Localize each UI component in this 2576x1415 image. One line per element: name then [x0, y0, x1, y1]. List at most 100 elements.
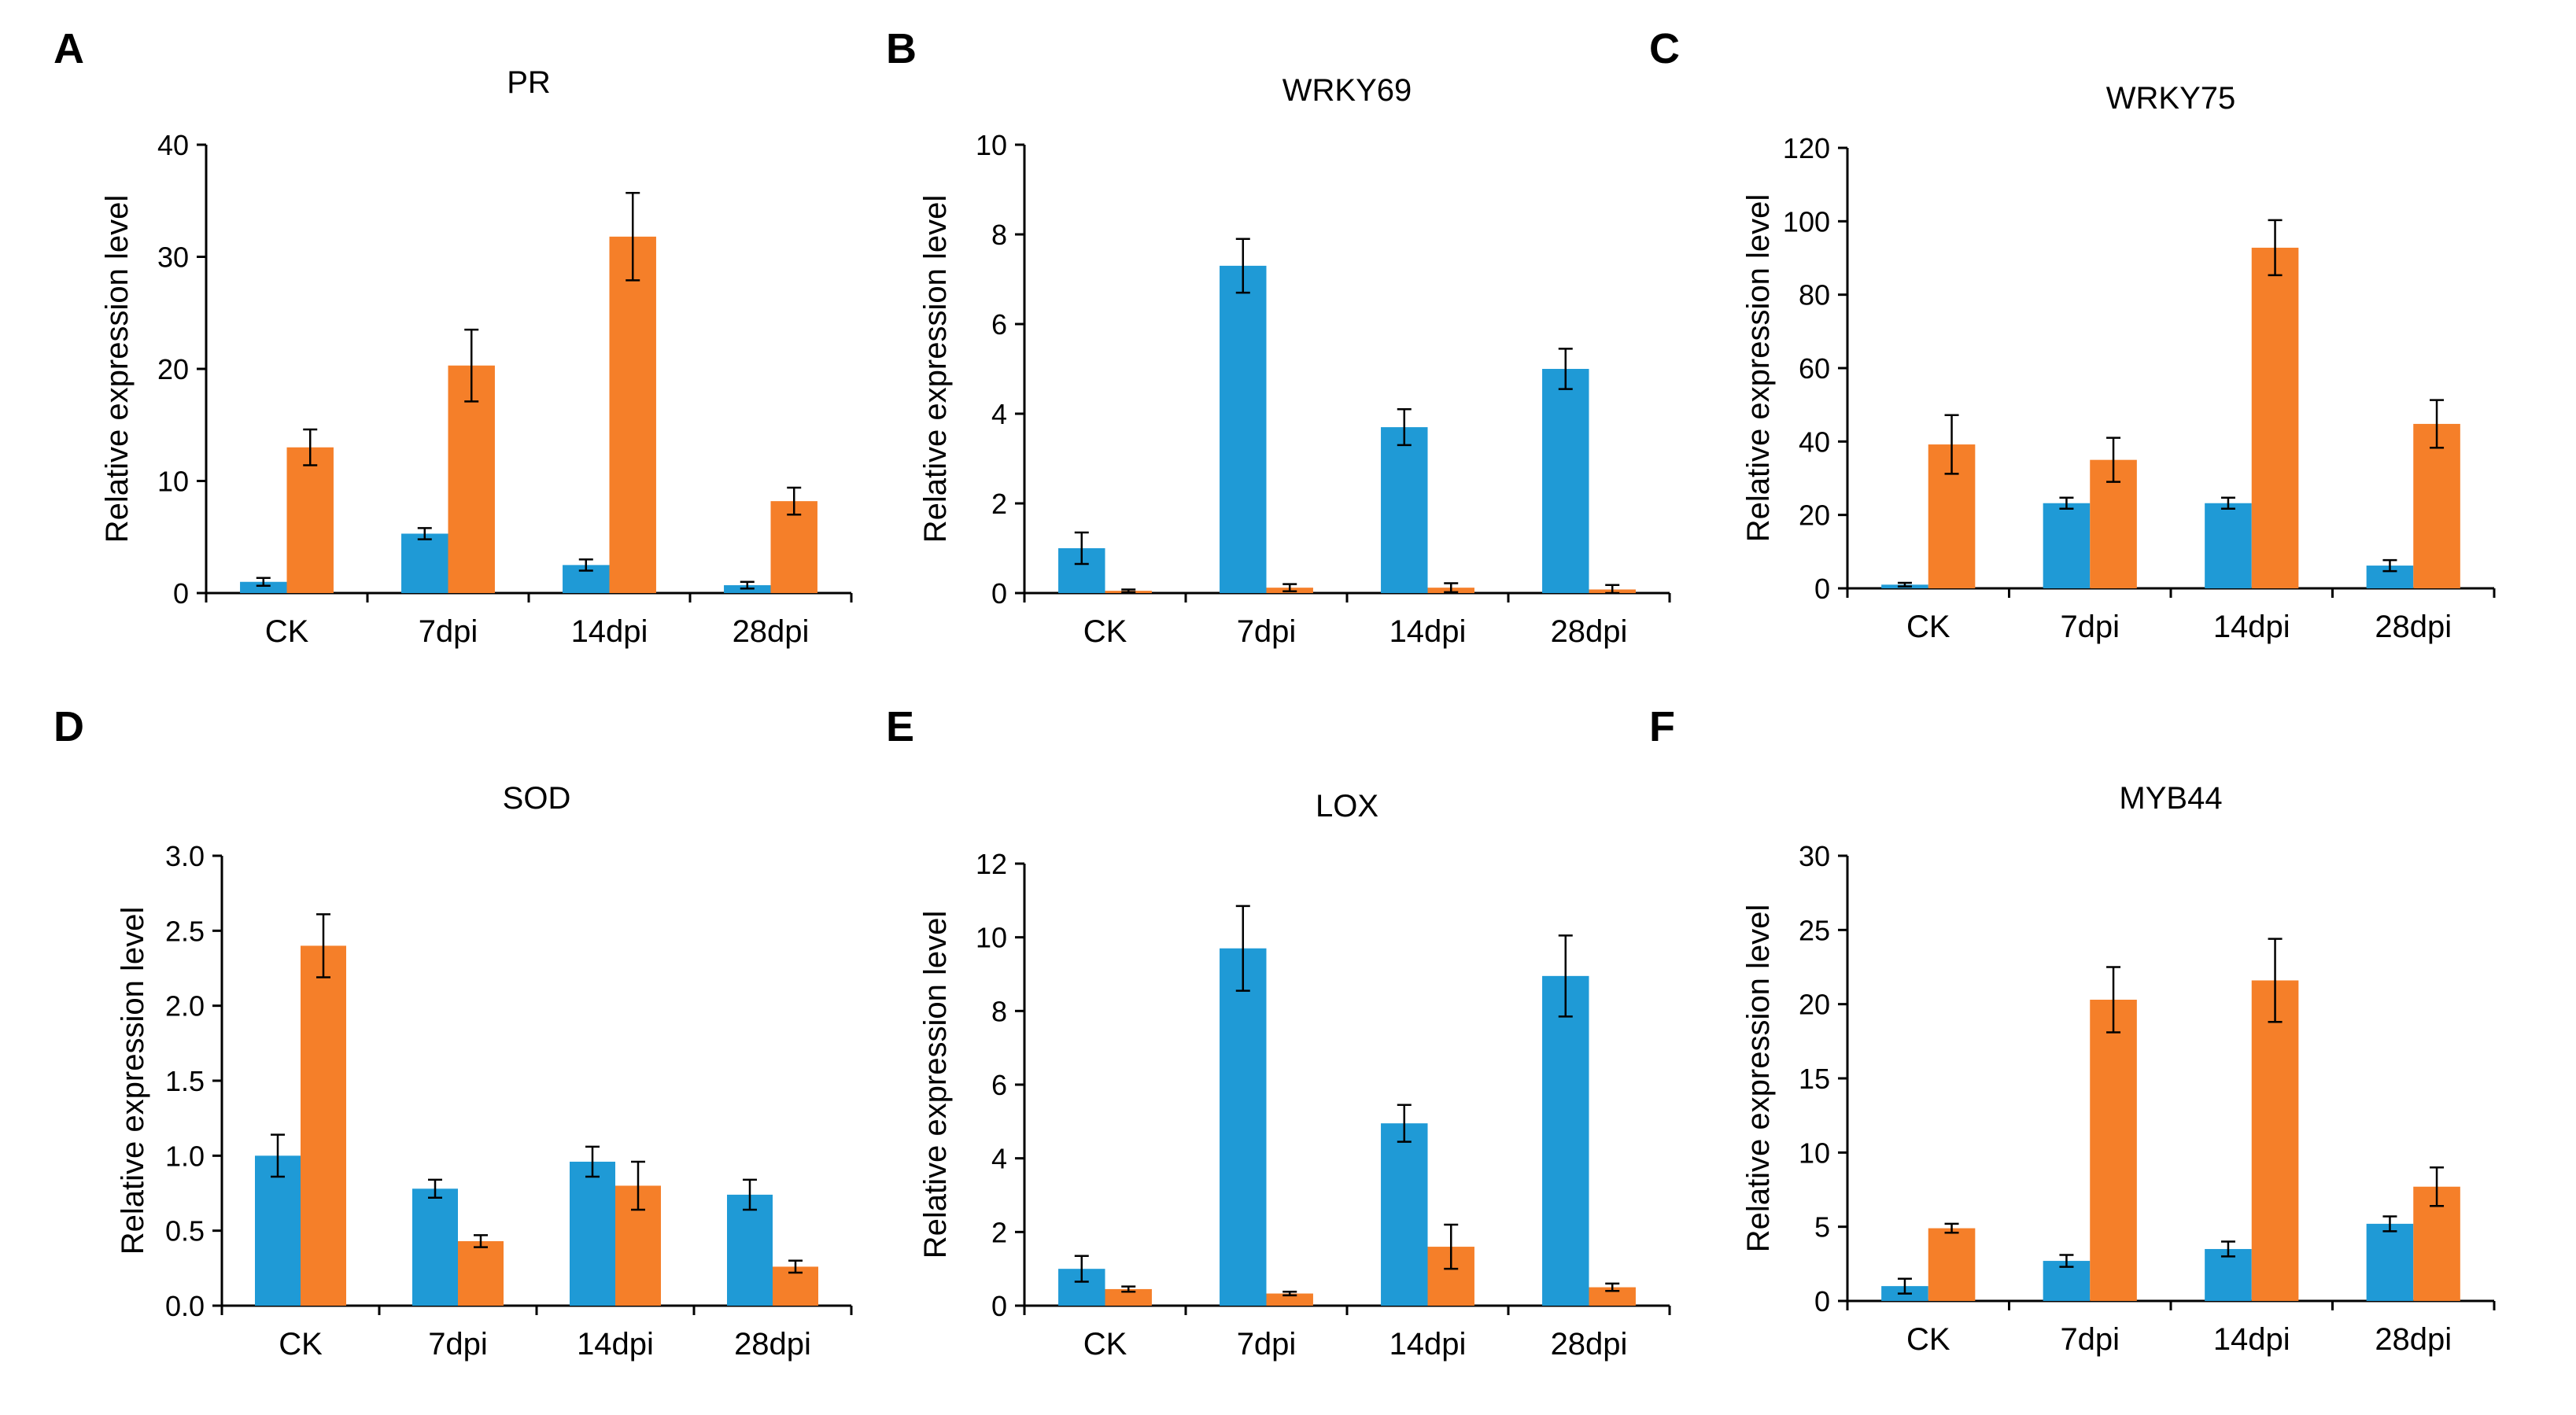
- y-tick-label: 4: [991, 398, 1007, 430]
- y-tick-label: 25: [1799, 914, 1830, 946]
- y-tick-label: 0: [1814, 573, 1830, 605]
- x-category-label: 7dpi: [2060, 610, 2120, 644]
- bar-series-2: [770, 501, 817, 593]
- bar-series-1: [1381, 1123, 1428, 1306]
- x-category-label: 14dpi: [1389, 1327, 1467, 1362]
- bar-series-2: [1105, 1288, 1152, 1306]
- y-tick-label: 120: [1783, 132, 1830, 164]
- panel-letter: E: [886, 703, 914, 750]
- x-category-label: 7dpi: [428, 1327, 488, 1362]
- y-tick-label: 0.0: [165, 1290, 205, 1322]
- y-tick-label: 4: [991, 1143, 1007, 1175]
- x-category-label: CK: [1906, 1322, 1950, 1357]
- y-tick-label: 2.0: [165, 990, 205, 1023]
- y-tick-label: 0.5: [165, 1215, 205, 1247]
- y-tick-label: 30: [1799, 840, 1830, 872]
- x-category-label: 7dpi: [419, 614, 478, 649]
- y-tick-label: 10: [976, 922, 1007, 954]
- y-tick-label: 10: [976, 129, 1007, 161]
- chart-title: MYB44: [2119, 781, 2222, 816]
- bar-series-2: [1266, 1293, 1313, 1306]
- x-category-label: 28dpi: [2375, 1322, 2452, 1357]
- y-tick-label: 8: [991, 219, 1007, 251]
- y-tick-label: 8: [991, 995, 1007, 1027]
- panel-letter: C: [1649, 25, 1680, 72]
- chart-panel-b: B WRKY69 0 2 4 6 8 10 Relative expression level C…: [886, 25, 1671, 649]
- x-category-label: 28dpi: [1551, 614, 1628, 649]
- y-tick-label: 5: [1814, 1211, 1830, 1244]
- x-category-label: CK: [1083, 1327, 1127, 1362]
- panel-letter: B: [886, 25, 917, 72]
- chart-panel-a: A PR 0 10 20 30 40 Relative expression level CK 7…: [54, 25, 853, 649]
- bar-series-1: [1542, 975, 1589, 1306]
- bar-series-2: [609, 236, 656, 593]
- y-tick-label: 100: [1783, 205, 1830, 238]
- x-category-label: CK: [265, 614, 309, 649]
- x-category-label: 14dpi: [2213, 610, 2290, 644]
- chart-title: WRKY69: [1282, 73, 1412, 108]
- y-tick-label: 20: [157, 353, 189, 385]
- y-tick-label: 40: [1799, 426, 1830, 458]
- bar-series-1: [2366, 1223, 2414, 1301]
- y-tick-label: 12: [976, 848, 1007, 880]
- chart-panel-e: E LOX 0 2 4 6 8 10 12 Relative expression level CK…: [886, 703, 1671, 1362]
- y-axis-title: Relative expression level: [100, 195, 135, 543]
- bar-series-2: [448, 365, 495, 593]
- y-tick-label: 20: [1799, 989, 1830, 1021]
- x-category-label: CK: [1083, 614, 1127, 649]
- y-tick-label: 40: [157, 129, 189, 161]
- panel-letter: F: [1649, 703, 1675, 750]
- y-tick-label: 0: [1814, 1285, 1830, 1317]
- y-tick-label: 2: [991, 1216, 1007, 1248]
- x-category-label: 14dpi: [2213, 1322, 2290, 1357]
- x-category-label: 14dpi: [1389, 614, 1467, 649]
- bar-series-1: [1542, 369, 1589, 593]
- bar-series-1: [412, 1188, 458, 1306]
- panel-letter: A: [54, 25, 84, 72]
- x-category-label: 28dpi: [734, 1327, 811, 1362]
- x-category-label: 14dpi: [577, 1327, 654, 1362]
- x-category-label: 28dpi: [1551, 1327, 1628, 1362]
- y-tick-label: 6: [991, 1069, 1007, 1101]
- chart-title: WRKY75: [2106, 81, 2236, 116]
- x-category-label: 14dpi: [571, 614, 648, 649]
- bar-series-1: [570, 1161, 615, 1306]
- bar-series-2: [2251, 247, 2299, 588]
- panel-letter: D: [54, 703, 84, 750]
- chart-title: PR: [507, 65, 551, 100]
- x-category-label: 28dpi: [2375, 610, 2452, 644]
- bar-series-1: [240, 581, 287, 593]
- bar-series-2: [301, 945, 346, 1306]
- bar-series-2: [286, 447, 334, 593]
- y-axis-title: Relative expression level: [1741, 194, 1776, 542]
- x-category-label: 7dpi: [1237, 1327, 1297, 1362]
- x-category-label: 7dpi: [1237, 614, 1297, 649]
- bar-series-1: [1381, 427, 1428, 593]
- y-axis-title: Relative expression level: [918, 911, 953, 1258]
- bar-series-1: [401, 533, 448, 593]
- y-tick-label: 6: [991, 308, 1007, 341]
- chart-panel-f: F MYB44 0 5 10 15 20 25 30 Relative expression le…: [1649, 703, 2496, 1357]
- bar-series-2: [2251, 980, 2299, 1301]
- bar-series-2: [458, 1241, 504, 1306]
- y-axis-title: Relative expression level: [1741, 905, 1776, 1252]
- y-axis-title: Relative expression level: [116, 907, 150, 1255]
- y-tick-label: 3.0: [165, 840, 205, 872]
- bar-series-2: [2413, 423, 2460, 588]
- chart-title: SOD: [503, 781, 571, 816]
- bar-series-1: [727, 1194, 773, 1306]
- y-tick-label: 15: [1799, 1063, 1830, 1095]
- bar-series-2: [1589, 1287, 1636, 1306]
- bar-series-1: [1220, 948, 1267, 1306]
- x-category-label: CK: [279, 1327, 323, 1362]
- y-tick-label: 2: [991, 488, 1007, 520]
- y-tick-label: 0: [991, 577, 1007, 610]
- y-tick-label: 0: [991, 1290, 1007, 1322]
- y-tick-label: 20: [1799, 499, 1830, 532]
- bar-series-1: [2205, 503, 2252, 588]
- y-tick-label: 80: [1799, 279, 1830, 311]
- y-axis-title: Relative expression level: [918, 195, 953, 543]
- chart-title: LOX: [1316, 789, 1378, 824]
